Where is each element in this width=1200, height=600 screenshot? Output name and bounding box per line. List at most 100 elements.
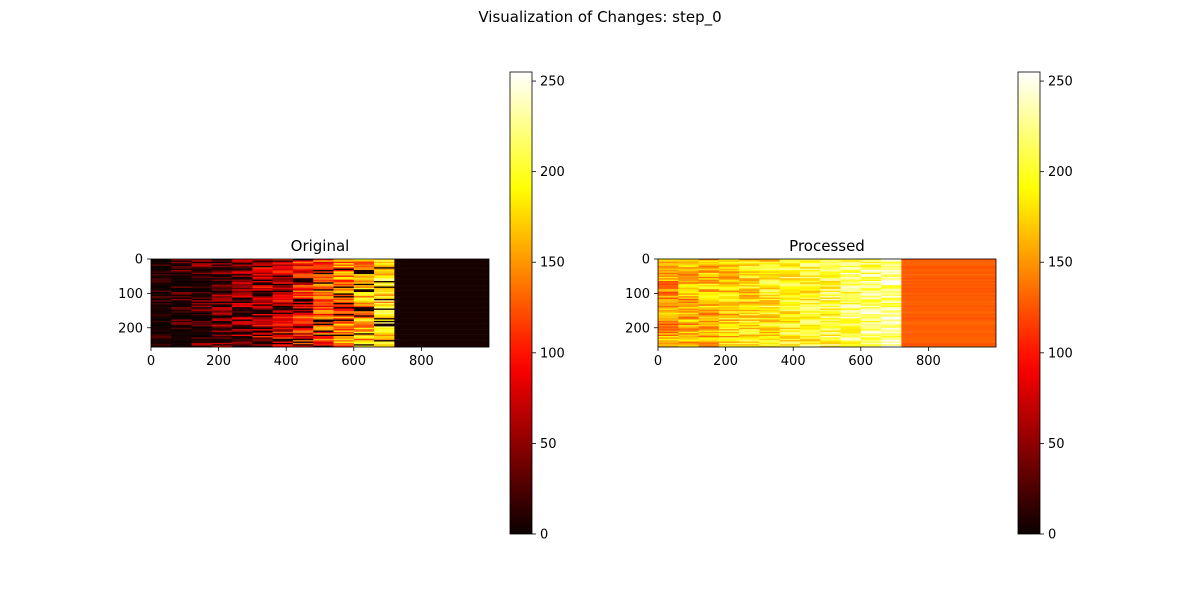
- heatmap-cell: [881, 336, 902, 338]
- heatmap-cell: [353, 345, 375, 348]
- y-tick-label: 200: [625, 321, 650, 336]
- heatmap-cell: [779, 303, 801, 305]
- heatmap-cell: [252, 318, 274, 320]
- heatmap-cell: [353, 326, 375, 329]
- heatmap-cell: [292, 331, 314, 334]
- heatmap-cell: [211, 333, 233, 335]
- heatmap-cell: [779, 272, 801, 275]
- heatmap-cell: [171, 315, 192, 318]
- heatmap-cell: [658, 325, 679, 327]
- heatmap-cell: [252, 329, 274, 331]
- heatmap-cell: [292, 293, 314, 296]
- heatmap-cell: [901, 293, 996, 296]
- heatmap-cell: [860, 267, 882, 269]
- heatmap-cell: [272, 267, 294, 269]
- heatmap-cell: [901, 331, 996, 334]
- heatmap-cell: [171, 308, 192, 311]
- heatmap-cell: [718, 260, 740, 263]
- heatmap-cell: [739, 315, 760, 318]
- heatmap-cell: [718, 278, 740, 280]
- heatmap-cell: [840, 276, 862, 279]
- heatmap-cell: [779, 294, 801, 297]
- heatmap-cell: [374, 290, 395, 293]
- heatmap-cell: [374, 307, 395, 309]
- colorbar-bar: [1017, 71, 1041, 535]
- heatmap-cell: [860, 272, 882, 275]
- heatmap-cell: [232, 270, 253, 272]
- heatmap-cell: [820, 282, 841, 285]
- heatmap-cell: [739, 340, 760, 342]
- heatmap-cell: [718, 303, 740, 305]
- heatmap-cell: [252, 268, 274, 271]
- heatmap-cell: [881, 275, 902, 278]
- heatmap-cell: [292, 287, 314, 290]
- heatmap-cell: [292, 286, 314, 289]
- heatmap-cell: [901, 301, 996, 304]
- heatmap-cell: [739, 309, 760, 312]
- heatmap-cell: [860, 334, 882, 337]
- heatmap-cell: [881, 292, 902, 294]
- heatmap-cell: [333, 260, 355, 263]
- heatmap-cell: [171, 282, 192, 285]
- heatmap-cell: [252, 337, 274, 340]
- heatmap-cell: [881, 345, 902, 348]
- heatmap-cell: [881, 281, 902, 283]
- heatmap-cell: [394, 285, 489, 287]
- heatmap-cell: [272, 305, 294, 308]
- heatmap-cell: [232, 314, 253, 316]
- heatmap-cell: [739, 304, 760, 307]
- heatmap-cell: [292, 326, 314, 329]
- heatmap-cell: [374, 267, 395, 269]
- heatmap-cell: [252, 263, 274, 265]
- heatmap-cell: [374, 320, 395, 323]
- heatmap-cell: [799, 316, 821, 319]
- heatmap-cell: [779, 297, 801, 300]
- heatmap-cell: [394, 276, 489, 279]
- heatmap-cell: [881, 278, 902, 280]
- heatmap-cell: [840, 303, 862, 305]
- heatmap-cell: [232, 301, 253, 304]
- heatmap-cell: [313, 305, 334, 308]
- heatmap-cell: [333, 308, 355, 311]
- heatmap-cell: [658, 312, 679, 315]
- heatmap-cell: [272, 319, 294, 322]
- heatmap-cell: [658, 327, 679, 330]
- heatmap-cell: [191, 341, 213, 344]
- heatmap-cell: [191, 330, 213, 333]
- heatmap-cell: [374, 314, 395, 316]
- heatmap-cell: [313, 259, 334, 261]
- heatmap-cell: [718, 340, 740, 342]
- heatmap-cell: [374, 301, 395, 304]
- heatmap-cell: [374, 287, 395, 290]
- heatmap-cell: [678, 261, 699, 264]
- heatmap-cell: [840, 283, 862, 286]
- heatmap-cell: [779, 274, 801, 276]
- heatmap-cell: [779, 267, 801, 269]
- heatmap-cell: [718, 263, 740, 265]
- heatmap-cell: [374, 259, 395, 261]
- heatmap-cell: [272, 294, 294, 297]
- heatmap-cell: [272, 282, 294, 285]
- heatmap-cell: [313, 344, 334, 346]
- heatmap-cell: [840, 331, 862, 334]
- heatmap-cell: [333, 341, 355, 344]
- heatmap-cell: [151, 282, 172, 285]
- heatmap-cell: [840, 336, 862, 338]
- heatmap-cell: [232, 290, 253, 293]
- heatmap-cell: [252, 303, 274, 305]
- heatmap-cell: [881, 298, 902, 301]
- heatmap-cell: [901, 337, 996, 340]
- heatmap-cell: [840, 294, 862, 297]
- heatmap-cell: [272, 307, 294, 309]
- heatmap-cell: [840, 320, 862, 323]
- heatmap-cell: [333, 340, 355, 342]
- axes-title: Processed: [789, 237, 865, 255]
- heatmap-cell: [678, 320, 699, 323]
- heatmap-cell: [759, 305, 781, 308]
- heatmap-cell: [759, 327, 781, 330]
- heatmap-cell: [881, 311, 902, 313]
- heatmap-cell: [333, 304, 355, 307]
- heatmap-cell: [799, 325, 821, 327]
- heatmap-cell: [333, 303, 355, 305]
- heatmap-cell: [151, 272, 172, 275]
